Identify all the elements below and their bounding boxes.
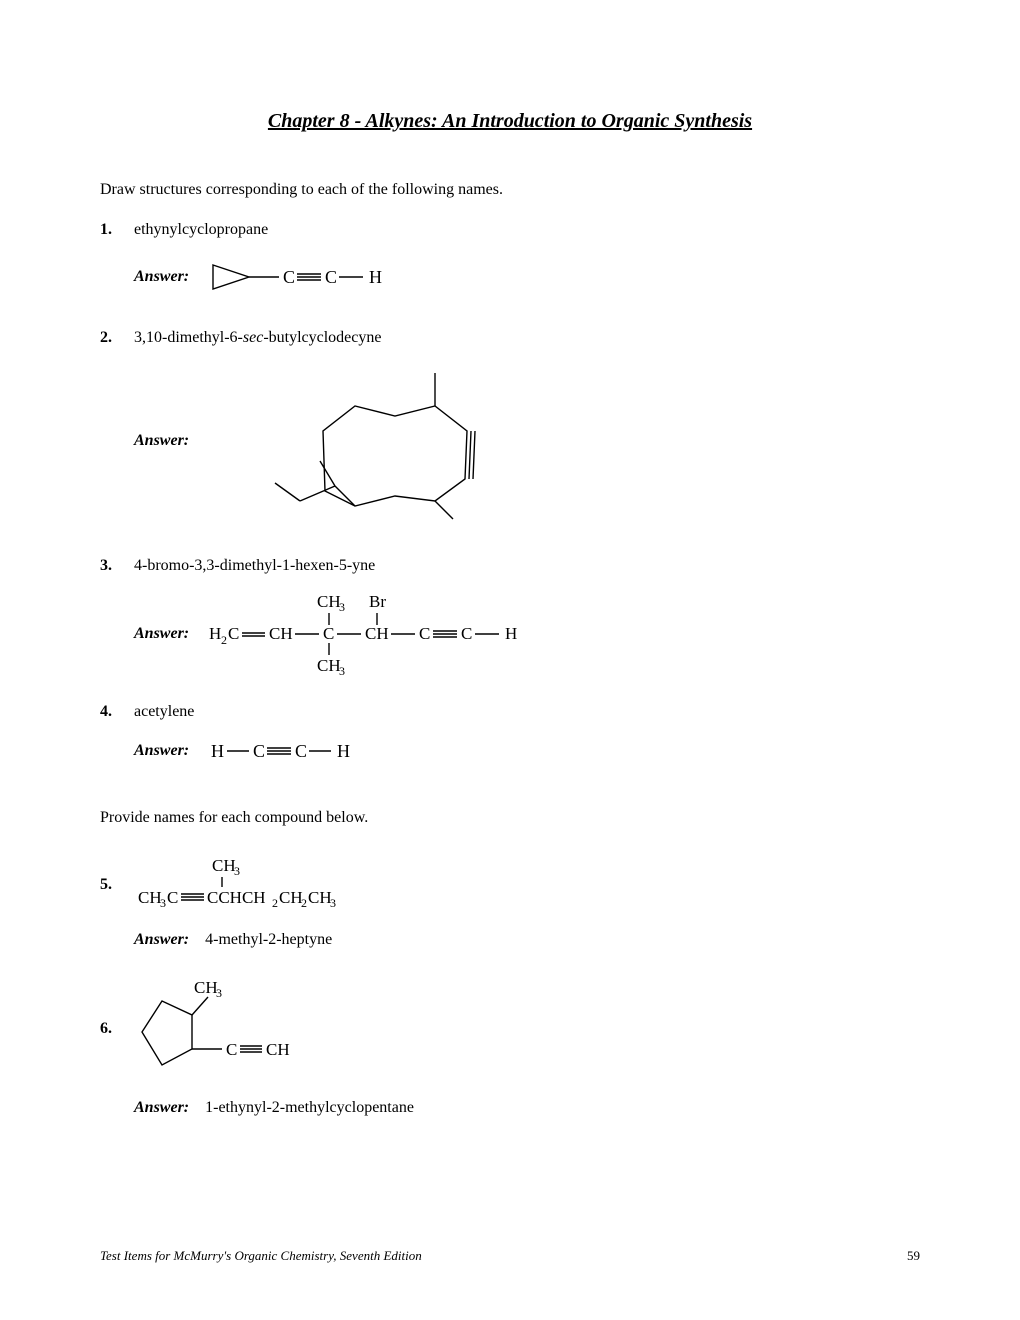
problem-number: 5. <box>100 876 134 894</box>
svg-text:2: 2 <box>301 896 307 910</box>
page-number: 59 <box>907 1248 920 1264</box>
svg-text:H: H <box>369 267 382 287</box>
answer-2: Answer: <box>134 361 920 521</box>
svg-text:C: C <box>461 624 472 643</box>
q2-p1: 3,10-dimethyl-6- <box>134 329 243 346</box>
svg-text:CH: CH <box>194 979 218 997</box>
answer-label: Answer: <box>134 742 189 760</box>
svg-text:CH: CH <box>266 1040 290 1059</box>
answer-6: Answer: 1-ethynyl-2-methylcyclopentane <box>134 1099 920 1117</box>
svg-text:CH: CH <box>365 624 389 643</box>
svg-text:H: H <box>209 624 221 643</box>
answer-label: Answer: <box>134 931 189 949</box>
svg-text:C: C <box>167 888 178 907</box>
svg-text:CH: CH <box>279 888 303 907</box>
instruction-1: Draw structures corresponding to each of… <box>100 181 920 199</box>
svg-text:C: C <box>226 1040 237 1059</box>
svg-text:CH: CH <box>212 857 236 875</box>
svg-text:Br: Br <box>369 592 386 611</box>
answer-label: Answer: <box>134 268 189 286</box>
svg-text:3: 3 <box>330 896 336 910</box>
problem-2: 2. 3,10-dimethyl-6-sec-butylcyclodecyne <box>100 329 920 347</box>
svg-text:C: C <box>253 741 265 761</box>
chapter-title: Chapter 8 - Alkynes: An Introduction to … <box>100 110 920 133</box>
svg-text:CH: CH <box>308 888 332 907</box>
svg-text:CH: CH <box>138 888 162 907</box>
answer-text: 1-ethynyl-2-methylcyclopentane <box>205 1099 414 1117</box>
svg-text:3: 3 <box>216 986 222 1000</box>
svg-text:2: 2 <box>221 633 227 647</box>
footer-text: Test Items for McMurry's Organic Chemist… <box>100 1248 422 1264</box>
structure-5-svg: CH3 CH3 C CCHCH2 CH2 CH3 <box>134 857 374 913</box>
problem-number: 6. <box>100 1020 134 1038</box>
problem-6: 6. CH3 C CH <box>100 979 920 1079</box>
problem-number: 2. <box>100 329 134 347</box>
answer-4: Answer: H C C H <box>134 735 920 767</box>
problem-text: 3,10-dimethyl-6-sec-butylcyclodecyne <box>134 329 920 347</box>
svg-text:3: 3 <box>234 864 240 878</box>
problem-5: 5. CH3 CH3 C CCHCH2 CH2 CH3 <box>100 857 920 913</box>
answer-1: Answer: C C H <box>134 253 920 301</box>
structure-3-svg: H 2 C CH C CH3 CH3 CH <box>205 589 565 679</box>
instruction-2: Provide names for each compound below. <box>100 809 920 827</box>
problem-4: 4. acetylene <box>100 703 920 721</box>
problem-text: acetylene <box>134 703 920 721</box>
svg-text:C: C <box>325 267 337 287</box>
svg-text:CH: CH <box>317 592 341 611</box>
svg-text:CH: CH <box>269 624 293 643</box>
problem-number: 4. <box>100 703 134 721</box>
svg-text:C: C <box>323 624 334 643</box>
page: Chapter 8 - Alkynes: An Introduction to … <box>0 0 1020 1320</box>
svg-text:C: C <box>283 267 295 287</box>
page-footer: Test Items for McMurry's Organic Chemist… <box>100 1248 920 1264</box>
q2-p3: -butylcyclodecyne <box>263 329 381 346</box>
answer-label: Answer: <box>134 432 189 450</box>
svg-text:3: 3 <box>160 896 166 910</box>
structure-2-svg <box>205 361 525 521</box>
problem-number: 1. <box>100 221 134 239</box>
svg-text:H: H <box>337 741 350 761</box>
svg-text:2: 2 <box>272 896 278 910</box>
svg-text:C: C <box>419 624 430 643</box>
problem-text: ethynylcyclopropane <box>134 221 920 239</box>
problem-number: 3. <box>100 557 134 575</box>
answer-label: Answer: <box>134 625 189 643</box>
structure-1-svg: C C H <box>205 253 405 301</box>
svg-text:3: 3 <box>339 664 345 678</box>
problem-1: 1. ethynylcyclopropane <box>100 221 920 239</box>
structure-4-svg: H C C H <box>205 735 405 767</box>
svg-text:H: H <box>211 741 224 761</box>
problem-3: 3. 4-bromo-3,3-dimethyl-1-hexen-5-yne <box>100 557 920 575</box>
answer-text: 4-methyl-2-heptyne <box>205 931 332 949</box>
q2-sec: sec <box>243 329 263 346</box>
svg-text:3: 3 <box>339 600 345 614</box>
answer-label: Answer: <box>134 1099 189 1117</box>
svg-text:CH: CH <box>317 656 341 675</box>
structure-6-svg: CH3 C CH <box>134 979 334 1079</box>
problem-text: 4-bromo-3,3-dimethyl-1-hexen-5-yne <box>134 557 920 575</box>
answer-5: Answer: 4-methyl-2-heptyne <box>134 931 920 949</box>
answer-3: Answer: H 2 C CH C CH3 CH3 <box>134 589 920 679</box>
svg-text:H: H <box>505 624 517 643</box>
svg-text:CCHCH: CCHCH <box>207 888 266 907</box>
svg-text:C: C <box>228 624 239 643</box>
svg-text:C: C <box>295 741 307 761</box>
